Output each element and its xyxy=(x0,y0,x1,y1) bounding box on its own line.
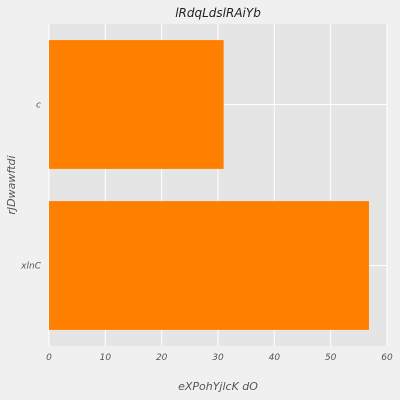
y-tick-label: c xyxy=(36,101,41,111)
tick-labels: 0 10 20 30 40 50 60 xlnC c xyxy=(20,101,393,364)
x-tick-label: 30 xyxy=(212,353,224,363)
chart-title: lRdqLdslRAiYb xyxy=(175,6,261,20)
x-tick-label: 60 xyxy=(381,353,393,363)
y-tick-label: xlnC xyxy=(20,262,42,272)
y-axis-label: rJDwawftdi xyxy=(5,155,18,214)
x-tick-label: 0 xyxy=(46,353,52,363)
x-tick-label: 20 xyxy=(156,353,168,363)
x-tick-label: 50 xyxy=(325,353,337,363)
bar-xlnC xyxy=(49,201,369,330)
x-tick-label: 10 xyxy=(100,353,112,363)
x-axis-label: eXPohYjlcK dO xyxy=(178,380,258,393)
bar-c xyxy=(49,40,224,169)
x-tick-label: 40 xyxy=(269,353,281,363)
bars xyxy=(49,40,369,330)
